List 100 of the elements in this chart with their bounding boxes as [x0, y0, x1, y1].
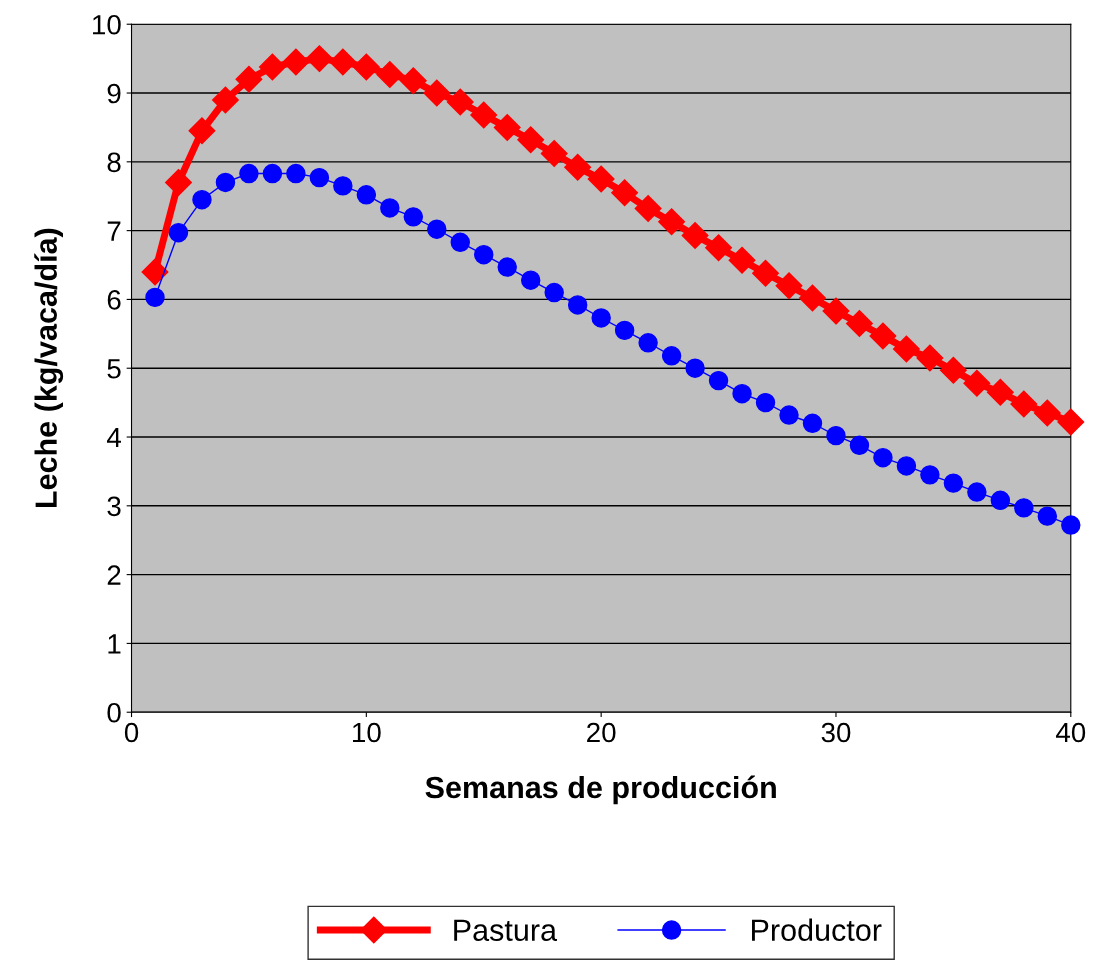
point [967, 482, 987, 502]
point [141, 258, 169, 286]
point [755, 392, 776, 413]
point [309, 167, 330, 188]
y-tick-label: 4 [106, 427, 121, 448]
point [258, 53, 286, 81]
point [540, 140, 568, 168]
y-tick-label: 0 [107, 702, 121, 723]
point [474, 244, 494, 265]
y-tick-label: 1 [108, 634, 121, 654]
point [732, 383, 752, 404]
point [333, 176, 353, 196]
y-tick-label: 3 [107, 496, 121, 517]
point [446, 88, 474, 116]
point [376, 60, 404, 88]
point [896, 456, 917, 476]
point [986, 378, 1014, 406]
legend-label: Productor [752, 918, 882, 942]
point [728, 246, 756, 274]
point [873, 447, 893, 468]
point [587, 165, 615, 193]
y-tick-label: 2 [107, 565, 121, 585]
y-tick-label: 10 [93, 14, 121, 35]
point [145, 287, 165, 308]
point [1057, 408, 1085, 436]
y-axis-title: Leche (kg/vaca/día) [34, 228, 64, 508]
point [423, 79, 451, 107]
point [305, 45, 333, 73]
point [681, 221, 709, 249]
legend-label: Pastura [454, 919, 558, 942]
point [963, 369, 991, 397]
point [614, 320, 635, 341]
point [262, 163, 283, 184]
point [661, 346, 682, 366]
point [211, 86, 239, 114]
point [634, 195, 662, 223]
point [493, 113, 521, 141]
point [403, 207, 424, 227]
point [799, 284, 826, 312]
y-tick-label: 8 [107, 152, 121, 173]
point [1010, 390, 1038, 418]
point [943, 473, 964, 493]
point [564, 153, 592, 181]
point [802, 413, 823, 433]
point [779, 405, 799, 425]
point [849, 435, 870, 455]
point [239, 163, 259, 184]
point [990, 490, 1011, 511]
point [399, 67, 427, 95]
point [286, 163, 306, 184]
point [235, 65, 263, 93]
point [826, 425, 846, 446]
point [685, 358, 705, 378]
point [705, 234, 733, 262]
point [188, 117, 216, 145]
x-tick-label: 40 [1055, 722, 1086, 743]
point [1061, 515, 1081, 535]
point [916, 344, 944, 372]
point [520, 270, 541, 290]
y-tick-label: 7 [107, 221, 121, 241]
point [752, 259, 779, 287]
y-tick-label: 5 [107, 359, 121, 379]
x-tick-label: 10 [353, 722, 381, 743]
point [517, 126, 545, 154]
point [329, 48, 357, 76]
point [470, 101, 498, 129]
point [708, 370, 729, 391]
point [638, 333, 658, 353]
point [869, 322, 897, 350]
point [1033, 399, 1061, 427]
point [591, 308, 611, 328]
point [567, 295, 588, 315]
x-tick-label: 0 [124, 722, 139, 743]
point [427, 219, 447, 239]
point [356, 185, 377, 205]
point [282, 48, 310, 76]
point [822, 297, 850, 325]
point [168, 222, 189, 243]
point [215, 172, 236, 193]
x-tick-label: 30 [821, 722, 851, 743]
point [497, 257, 517, 277]
x-tick-label: 20 [587, 722, 616, 743]
point [192, 189, 212, 210]
point [352, 53, 380, 81]
point [611, 179, 639, 207]
point [892, 335, 920, 363]
point [1014, 498, 1034, 518]
point [920, 465, 940, 485]
point [775, 272, 803, 300]
point [165, 169, 192, 196]
y-tick-label: 9 [107, 83, 121, 104]
point [845, 310, 873, 337]
point [658, 208, 686, 236]
y-tick-label: 6 [107, 290, 121, 310]
point [380, 198, 400, 218]
point [450, 232, 470, 253]
point [939, 356, 967, 384]
x-axis-title: Semanas de producción [425, 775, 776, 805]
point [1037, 506, 1058, 526]
point [544, 282, 564, 303]
